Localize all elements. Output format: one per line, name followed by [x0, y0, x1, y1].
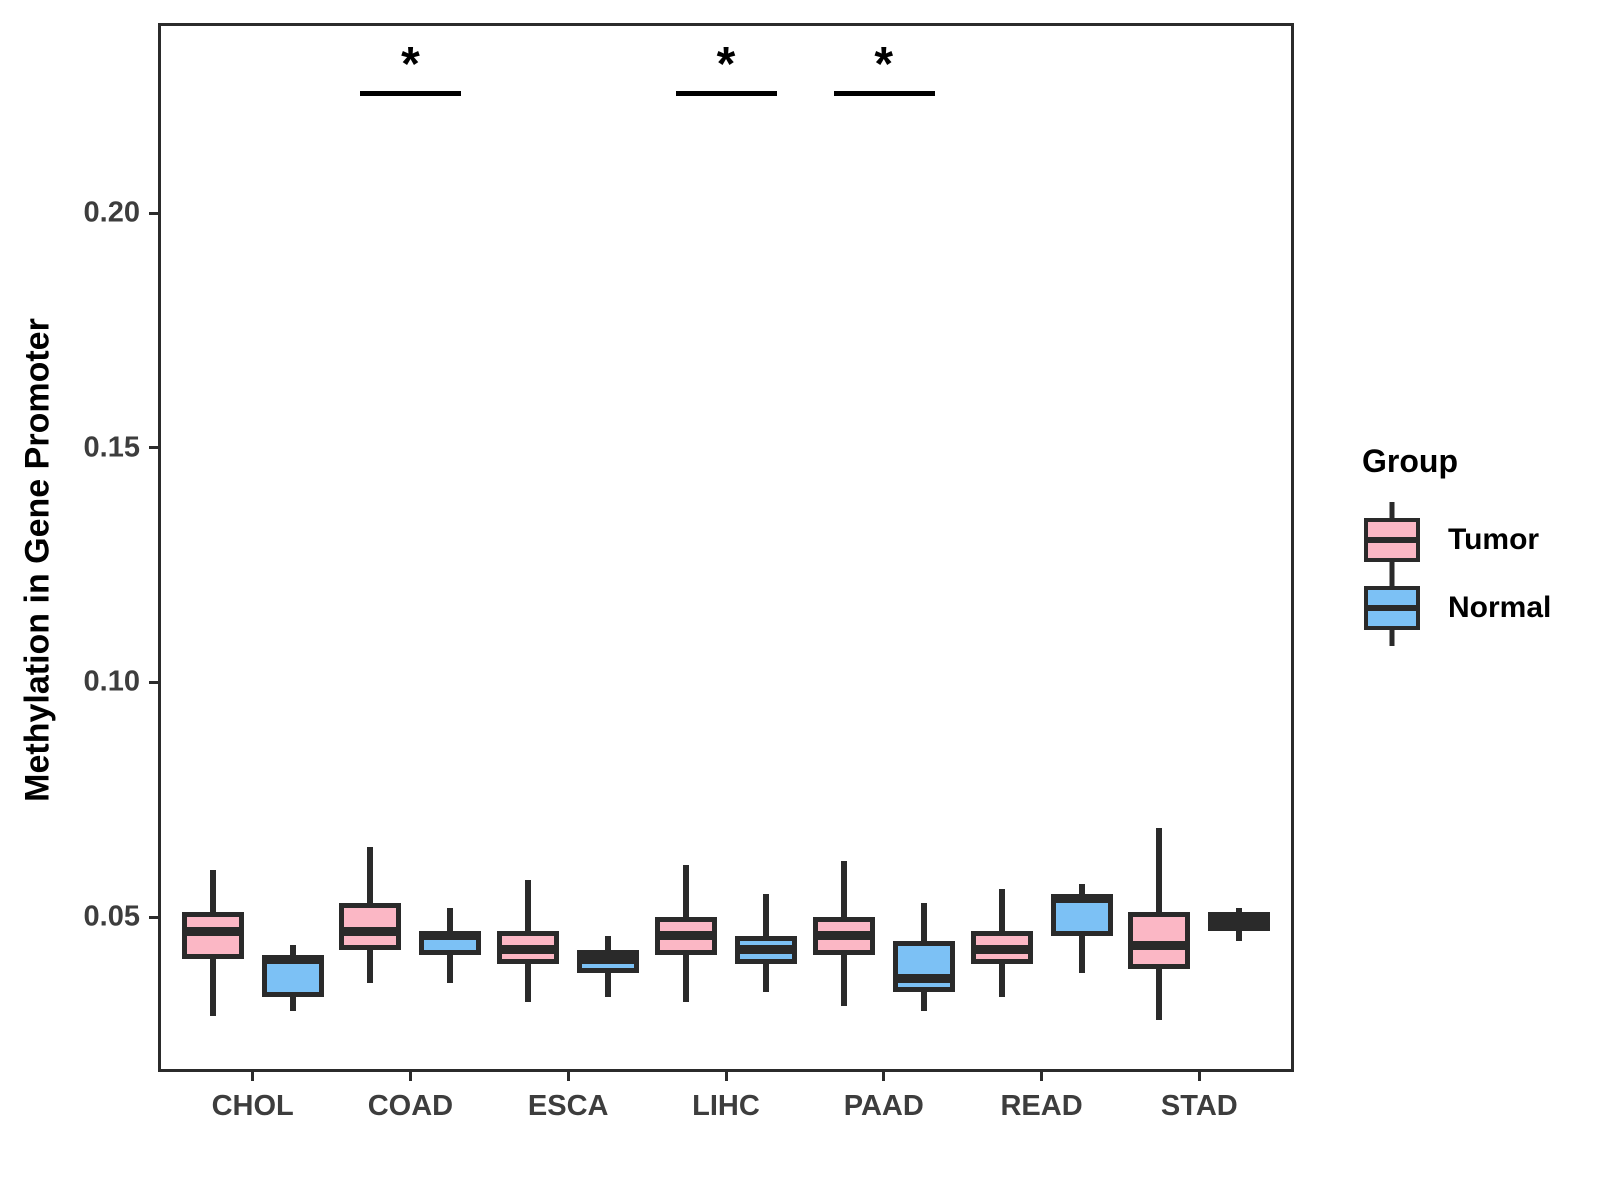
significance-bar-paad	[833, 90, 935, 96]
median-normal-paad	[892, 973, 955, 983]
y-tick-mark	[149, 211, 158, 215]
x-tick-label-stad: STAD	[1160, 1090, 1238, 1122]
legend-key-tumor-boxplot-icon	[1364, 502, 1420, 578]
x-tick-mark	[882, 1072, 886, 1081]
x-tick-label-chol: CHOL	[211, 1090, 294, 1122]
median-normal-esca	[577, 954, 640, 964]
median-tumor-coad	[339, 926, 402, 936]
x-tick-label-paad: PAAD	[843, 1090, 924, 1122]
median-normal-chol	[261, 954, 324, 964]
y-tick-mark	[149, 915, 158, 919]
y-axis-title: Methylation in Gene Promoter	[18, 318, 57, 802]
legend-label-normal: Normal	[1448, 591, 1552, 624]
x-tick-mark	[724, 1072, 728, 1081]
median-tumor-lihc	[655, 931, 717, 941]
x-tick-mark	[408, 1072, 412, 1081]
box-tumor-stad	[1128, 912, 1191, 969]
y-tick-label: 0.10	[83, 665, 140, 698]
significance-bar-coad	[360, 90, 462, 96]
y-tick-mark	[149, 446, 158, 450]
y-tick-label: 0.20	[83, 196, 140, 229]
median-normal-read	[1050, 893, 1113, 903]
median-normal-coad	[419, 931, 482, 941]
x-tick-label-esca: ESCA	[527, 1090, 609, 1122]
median-normal-lihc	[735, 945, 797, 955]
y-tick-label: 0.15	[83, 431, 140, 464]
significance-bar-lihc	[676, 90, 777, 96]
legend-title: Group	[1362, 443, 1458, 479]
significance-asterisk-lihc: *	[716, 38, 736, 92]
y-tick-mark	[149, 680, 158, 684]
significance-asterisk-paad: *	[874, 38, 894, 92]
box-tumor-coad	[339, 903, 402, 950]
x-tick-mark	[251, 1072, 255, 1081]
median-tumor-esca	[497, 945, 560, 955]
box-tumor-chol	[181, 912, 244, 960]
plot-panel	[158, 23, 1294, 1072]
x-tick-label-coad: COAD	[367, 1090, 454, 1122]
legend-label-tumor: Tumor	[1448, 523, 1540, 556]
median-tumor-chol	[181, 926, 244, 936]
significance-asterisk-coad: *	[401, 38, 420, 92]
x-tick-mark	[566, 1072, 570, 1081]
box-normal-paad	[892, 940, 955, 993]
x-tick-mark	[1197, 1072, 1201, 1081]
y-tick-label: 0.05	[83, 900, 140, 933]
x-tick-mark	[1040, 1072, 1044, 1081]
median-tumor-paad	[812, 931, 875, 941]
x-tick-label-read: READ	[1000, 1090, 1083, 1122]
legend-median-icon	[1364, 537, 1420, 543]
legend-key-normal-boxplot-icon	[1364, 570, 1420, 646]
legend-median-icon	[1364, 605, 1420, 611]
x-tick-label-lihc: LIHC	[692, 1090, 760, 1122]
median-tumor-read	[970, 945, 1033, 955]
median-tumor-stad	[1128, 940, 1191, 950]
median-normal-stad	[1208, 917, 1271, 927]
